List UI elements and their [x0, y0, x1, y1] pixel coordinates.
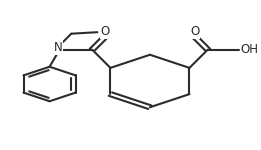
Text: O: O: [100, 25, 110, 38]
Text: O: O: [190, 25, 199, 38]
Text: N: N: [54, 41, 63, 54]
Text: OH: OH: [240, 43, 258, 56]
